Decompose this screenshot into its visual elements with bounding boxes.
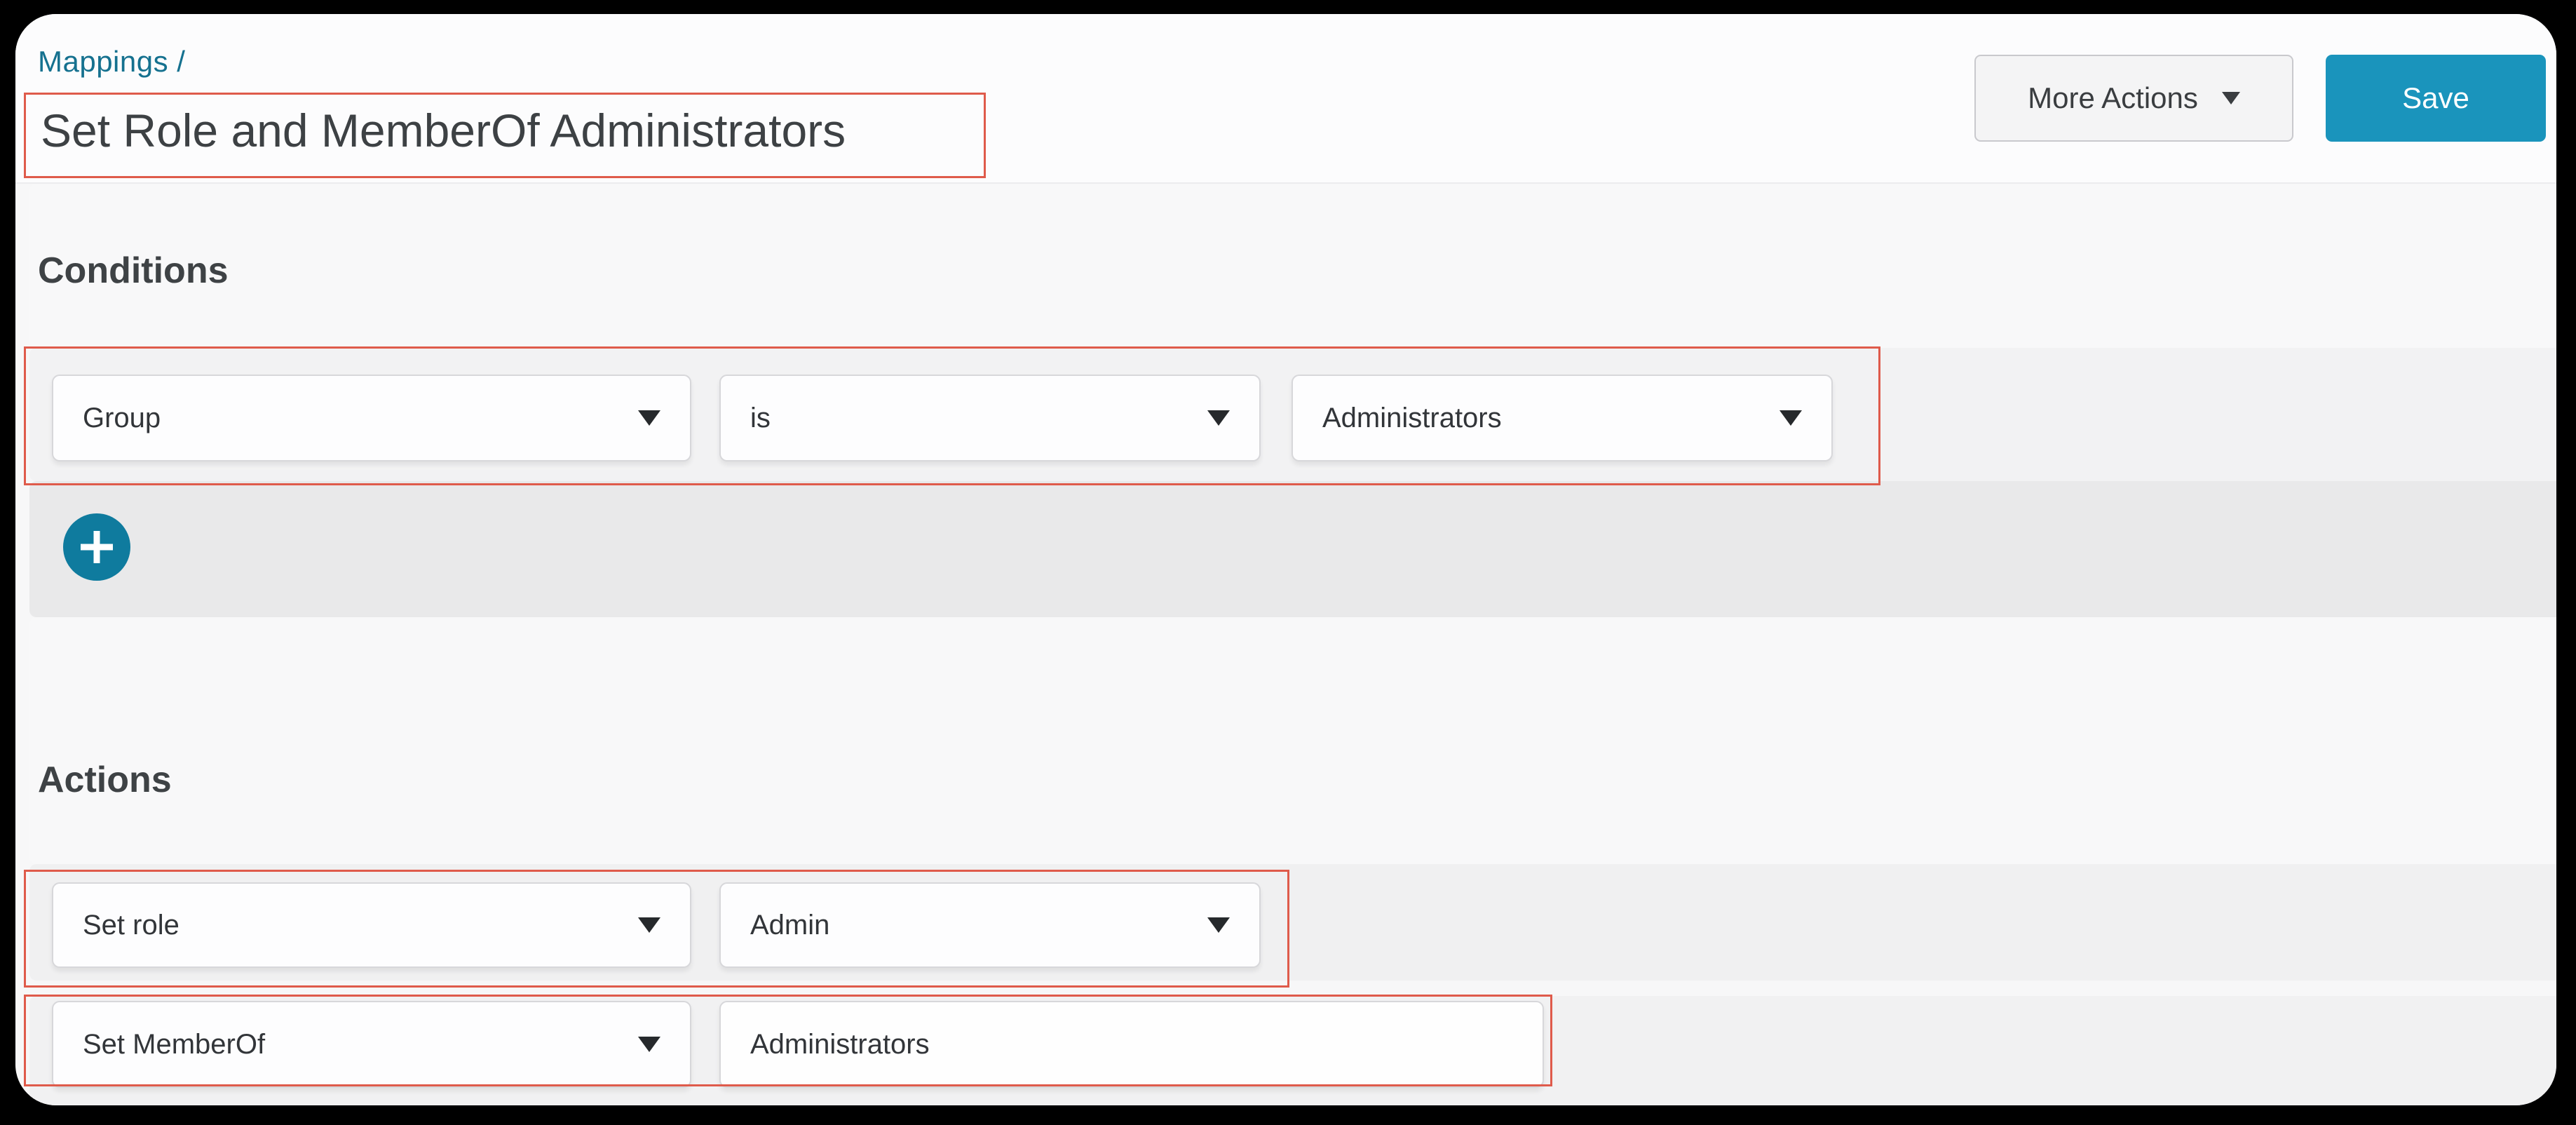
chevron-down-icon: [2221, 92, 2240, 105]
page-title: Set Role and MemberOf Administrators: [41, 105, 846, 156]
mapping-editor-page: Mappings / Set Role and MemberOf Adminis…: [15, 14, 2556, 1105]
chevron-down-icon: [1780, 410, 1802, 426]
more-actions-label: More Actions: [2028, 81, 2198, 114]
conditions-heading: Conditions: [38, 250, 229, 291]
chevron-down-icon: [638, 1037, 660, 1052]
chevron-down-icon: [638, 917, 660, 933]
action-memberof-label: Set MemberOf: [83, 1028, 266, 1060]
save-label: Save: [2402, 81, 2469, 114]
chevron-down-icon: [638, 410, 660, 426]
action-role-value: Admin: [750, 909, 830, 941]
section-gap-band: [29, 617, 2556, 864]
conditions-heading-band: [29, 184, 2556, 348]
action-type-select-setrole[interactable]: Set role: [52, 882, 691, 968]
plus-icon: [81, 531, 113, 563]
add-condition-band: [29, 481, 2556, 617]
chevron-down-icon: [1207, 410, 1230, 426]
more-actions-button[interactable]: More Actions: [1974, 55, 2293, 142]
action-type-value: Set role: [83, 909, 179, 941]
condition-operator-select[interactable]: is: [719, 375, 1261, 462]
condition-attribute-value: Group: [83, 402, 161, 433]
condition-value-select[interactable]: Administrators: [1292, 375, 1833, 462]
row-separator-band: [29, 981, 2556, 996]
page-header: Mappings / Set Role and MemberOf Adminis…: [15, 14, 2556, 184]
actions-heading: Actions: [38, 760, 172, 800]
condition-operator-value: is: [750, 402, 771, 433]
action-type-select-setmemberof[interactable]: Set MemberOf: [52, 1001, 691, 1088]
action-role-value-select[interactable]: Admin: [719, 882, 1261, 968]
add-condition-button[interactable]: [63, 513, 130, 581]
memberof-value-input[interactable]: [719, 1001, 1544, 1088]
condition-attribute-select[interactable]: Group: [52, 375, 691, 462]
chevron-down-icon: [1207, 917, 1230, 933]
condition-value: Administrators: [1322, 402, 1502, 433]
save-button[interactable]: Save: [2326, 55, 2546, 142]
breadcrumb-mappings-link[interactable]: Mappings /: [38, 45, 186, 78]
